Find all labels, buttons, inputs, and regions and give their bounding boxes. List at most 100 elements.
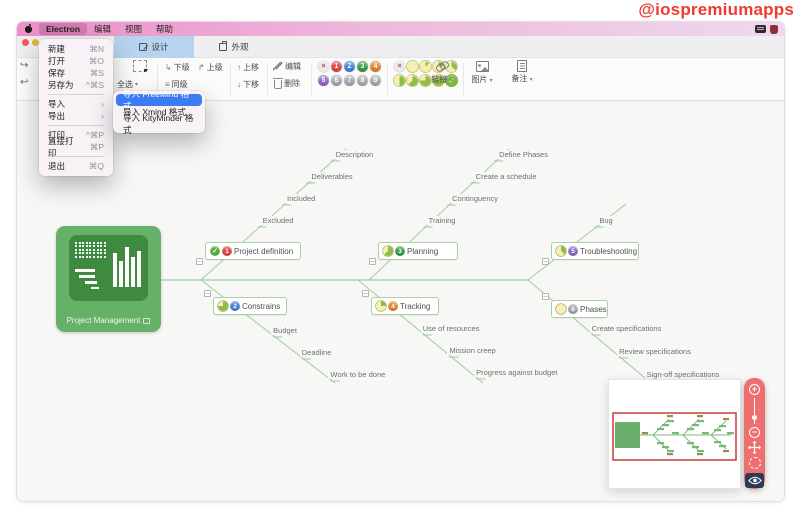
mindmap-leaf[interactable]: Define Phases bbox=[497, 150, 550, 159]
submenu-item[interactable]: 导入 KityMinder 格式 bbox=[123, 113, 194, 135]
link-button[interactable]: 链接 ▾ bbox=[425, 61, 459, 85]
traffic-minimize-button[interactable] bbox=[32, 39, 39, 46]
image-button[interactable]: 图片 ▾ bbox=[465, 61, 499, 85]
menubar-item[interactable]: 编辑 bbox=[94, 24, 112, 34]
navigator-toggle-button[interactable] bbox=[745, 473, 764, 488]
root-art-shape bbox=[78, 252, 81, 255]
select-all-button[interactable]: 全选 ▾ bbox=[117, 80, 139, 89]
note-button[interactable]: 备注 ▾ bbox=[505, 60, 539, 84]
traffic-close-button[interactable] bbox=[22, 39, 29, 46]
progress-badge[interactable] bbox=[407, 61, 418, 72]
undo-icon[interactable]: ↩ bbox=[20, 77, 29, 88]
menu-item[interactable]: 退出 ⌘Q bbox=[39, 160, 113, 172]
insert-child-button[interactable]: ↳ 下级 bbox=[165, 63, 190, 72]
zoom-in-button[interactable]: + bbox=[749, 384, 760, 395]
insert-parent-button[interactable]: ↱ 上级 bbox=[198, 63, 223, 72]
mindmap-node[interactable]: ✓ 1 Project definition bbox=[205, 242, 301, 260]
collapse-handle[interactable]: – bbox=[196, 258, 203, 265]
tab-appearance[interactable]: 外观 bbox=[194, 36, 274, 58]
menu-item[interactable]: 打印 ^⌘P bbox=[39, 129, 113, 141]
mindmap-leaf[interactable]: Mission creep bbox=[447, 346, 498, 355]
mindmap-leaf[interactable]: Review specifications bbox=[617, 347, 693, 356]
pan-crosshair-icon[interactable] bbox=[748, 441, 761, 454]
priority-badge[interactable]: 2 bbox=[344, 61, 355, 72]
priority-badge[interactable]: 8 bbox=[357, 75, 368, 86]
priority-badge[interactable]: 6 bbox=[331, 75, 342, 86]
progress-badge[interactable] bbox=[407, 75, 418, 86]
mindmap-node[interactable]: 2 Constrains bbox=[213, 297, 287, 315]
redo-icon[interactable]: ↪ bbox=[20, 60, 29, 71]
zoom-slider[interactable] bbox=[751, 398, 757, 424]
root-node[interactable]: Project Management bbox=[56, 226, 161, 332]
hand-icon[interactable] bbox=[770, 24, 778, 34]
mindmap-leaf[interactable]: Deadline bbox=[299, 348, 334, 357]
progress-badge[interactable] bbox=[420, 75, 431, 86]
menu-item[interactable]: 直接打印 ⌘P bbox=[39, 136, 113, 158]
menu-item[interactable]: 另存为 ^⌘S bbox=[39, 79, 113, 91]
progress-badge[interactable] bbox=[433, 75, 444, 86]
progress-badge[interactable] bbox=[420, 61, 431, 72]
submenu-item[interactable]: 导入 FreeMind 格式 bbox=[116, 89, 202, 111]
submenu-item[interactable]: 导入 Xmind 格式 bbox=[123, 107, 186, 117]
eye-icon bbox=[747, 476, 762, 485]
navigator-minimap[interactable] bbox=[608, 379, 741, 489]
menu-item[interactable]: 导入 › bbox=[39, 98, 113, 110]
minimap-viewport[interactable] bbox=[612, 412, 737, 461]
progress-badge[interactable] bbox=[446, 61, 457, 72]
collapse-handle[interactable]: – bbox=[369, 258, 376, 265]
mindmap-leaf[interactable]: Use of resources bbox=[420, 324, 482, 333]
center-view-button[interactable] bbox=[748, 457, 761, 469]
mindmap-leaf[interactable]: Create specifications bbox=[589, 324, 664, 333]
mindmap-leaf[interactable]: Create a schedule bbox=[473, 172, 539, 181]
priority-badge[interactable]: 1 bbox=[331, 61, 342, 72]
mindmap-leaf[interactable]: Sign-off specifications bbox=[644, 370, 722, 379]
priority-badge[interactable]: 4 bbox=[370, 61, 381, 72]
priority-badge[interactable]: 9 bbox=[370, 75, 381, 86]
mindmap-leaf[interactable]: Continguency bbox=[450, 194, 501, 203]
collapse-handle[interactable]: – bbox=[542, 258, 549, 265]
menu-item[interactable]: 导出 › bbox=[39, 110, 113, 122]
edit-button[interactable]: 编辑 bbox=[274, 61, 301, 72]
mindmap-leaf[interactable]: Work to be done bbox=[328, 370, 388, 379]
select-tool-icon[interactable] bbox=[133, 60, 147, 72]
mindmap-leaf[interactable]: Bug bbox=[597, 216, 615, 225]
zoom-slider-handle[interactable] bbox=[751, 415, 757, 420]
zoom-out-button[interactable]: − bbox=[749, 427, 760, 438]
mindmap-node[interactable]: 4 Tracking bbox=[371, 297, 439, 315]
mindmap-leaf[interactable]: Included bbox=[285, 194, 318, 203]
mindmap-node[interactable]: 3 Planning bbox=[378, 242, 458, 260]
mindmap-leaf[interactable]: Excluded bbox=[260, 216, 296, 225]
progress-badge[interactable]: × bbox=[394, 61, 405, 72]
collapse-handle[interactable]: – bbox=[204, 290, 211, 297]
insert-sibling-button[interactable]: ≡ 同级 bbox=[165, 80, 188, 89]
mindmap-node[interactable]: 6 Phases bbox=[551, 300, 608, 318]
mindmap-canvas[interactable]: Project Management Description Deliverabl… bbox=[17, 101, 784, 501]
tab-design[interactable]: 设计 bbox=[114, 36, 194, 58]
mindmap-node[interactable]: 5 Troubleshooting bbox=[551, 242, 639, 260]
progress-badge[interactable]: ✓ bbox=[446, 75, 457, 86]
collapse-handle[interactable]: – bbox=[542, 293, 549, 300]
mindmap-leaf[interactable]: Deliverables bbox=[309, 172, 355, 181]
progress-done-icon: ✓ bbox=[210, 246, 220, 256]
move-up-button[interactable]: ↑ 上移 bbox=[237, 63, 259, 72]
mindmap-leaf[interactable]: Training bbox=[426, 216, 458, 225]
priority-badge[interactable]: 3 bbox=[357, 61, 368, 72]
menubar-item[interactable]: 帮助 bbox=[156, 24, 174, 34]
priority-badge[interactable]: 7 bbox=[344, 75, 355, 86]
mindmap-leaf[interactable]: Description bbox=[333, 150, 376, 159]
menu-item[interactable]: 新建 ⌘N bbox=[39, 43, 113, 55]
move-down-button[interactable]: ↓ 下移 bbox=[237, 80, 259, 89]
mindmap-leaf[interactable]: Budget bbox=[271, 326, 299, 335]
menubar-item[interactable]: 视图 bbox=[125, 24, 143, 34]
priority-badge[interactable]: 5 bbox=[318, 75, 329, 86]
menu-item[interactable]: 保存 ⌘S bbox=[39, 67, 113, 79]
mindmap-leaf[interactable]: Progress against budget bbox=[474, 368, 560, 377]
menubar-item-app[interactable]: Electron bbox=[39, 23, 88, 35]
delete-button[interactable]: 删除 bbox=[273, 78, 300, 89]
menu-item[interactable]: 打开 ⌘O bbox=[39, 55, 113, 67]
progress-badge[interactable] bbox=[394, 75, 405, 86]
keyboard-icon[interactable] bbox=[755, 25, 766, 33]
priority-badge[interactable]: × bbox=[318, 61, 329, 72]
collapse-handle[interactable]: – bbox=[362, 290, 369, 297]
apple-menu-icon[interactable] bbox=[23, 23, 35, 34]
